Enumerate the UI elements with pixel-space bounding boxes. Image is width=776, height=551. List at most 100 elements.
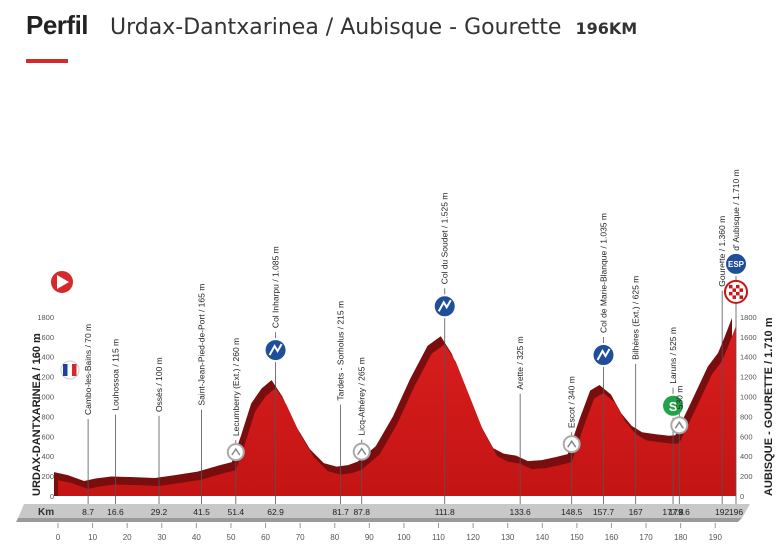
km-mark-label: 111.8 <box>435 507 455 517</box>
checker-square <box>736 284 740 289</box>
km-mark-label: 177.8 <box>662 507 684 517</box>
x-tick-label: 130 <box>501 533 515 542</box>
checker-square <box>729 284 733 289</box>
km-mark-label: 148.5 <box>561 507 583 517</box>
y-tick-label-right: 1600 <box>740 333 757 342</box>
km-mark-label: 192 <box>715 507 729 517</box>
third-category-icon <box>562 435 581 454</box>
km-mark-label: 196 <box>729 507 743 517</box>
waypoint-label: Lecumberry (Ext.) / 260 m <box>231 338 241 436</box>
km-band-edge <box>16 518 742 522</box>
waypoint-label: Col du Soudet / 1.525 m <box>440 193 450 285</box>
y-tick-label-left: 400 <box>41 452 54 461</box>
y-tick-label-right: 200 <box>740 472 753 481</box>
x-tick-label: 180 <box>674 533 688 542</box>
third-category-icon <box>352 442 371 461</box>
x-tick-label: 0 <box>56 533 61 542</box>
x-tick-label: 10 <box>88 533 97 542</box>
waypoint-label: Col d' Aubisque / 1.710 m <box>731 169 741 266</box>
y-tick-label-right: 1000 <box>740 393 757 402</box>
x-tick-label: 50 <box>227 533 236 542</box>
x-tick-label: 150 <box>570 533 584 542</box>
km-mark-label: 179.6 <box>669 507 691 517</box>
y-tick-label-right: 800 <box>740 412 753 421</box>
waypoint-label: 530 m <box>674 386 684 410</box>
third-category-icon <box>226 443 245 462</box>
x-tick-label: 110 <box>432 533 445 542</box>
x-tick-label: 90 <box>365 533 374 542</box>
flag-stripe-red <box>72 364 77 376</box>
waypoint-label: Ossès / 100 m <box>154 357 164 412</box>
waypoint-label: Saint-Jean-Pied-de-Port / 165 m <box>197 284 207 406</box>
climb-glyph-icon <box>268 343 283 356</box>
x-tick-label: 40 <box>192 533 201 542</box>
stage-distance: 196KM <box>575 19 638 38</box>
km-mark-label: 29.2 <box>151 507 168 517</box>
y-tick-label-right: 600 <box>740 432 753 441</box>
category-climb-icon <box>432 294 457 319</box>
y-tick-label-right: 1800 <box>740 313 757 322</box>
waypoint-label: Cambo-les-Bains / 70 m <box>83 324 93 415</box>
category-climb-icon <box>263 338 288 363</box>
waypoint-label: Bilhères (Ext.) / 625 m <box>631 276 641 360</box>
y-tick-label-right: 1200 <box>740 373 757 382</box>
x-tick-label: 30 <box>157 533 166 542</box>
km-mark-label: 41.5 <box>193 507 210 517</box>
x-tick-label: 80 <box>330 533 339 542</box>
waypoint-label: Louhossoa / 115 m <box>110 339 120 411</box>
y-tick-label-left: 1000 <box>37 393 54 402</box>
waypoint-label: Col de Marie-Blanque / 1.035 m <box>599 213 609 333</box>
x-tick-label: 20 <box>123 533 132 542</box>
climb-glyph-icon <box>567 439 577 448</box>
km-mark-label: 51.4 <box>228 507 245 517</box>
waypoint-label: Escot / 340 m <box>567 376 577 428</box>
category-climb-icon <box>591 343 616 368</box>
third-category-icon <box>670 416 689 435</box>
start-label: URDAX-DANTXARINEA / 160 m <box>31 333 43 496</box>
page-title: Perfil <box>26 10 89 40</box>
km-mark-label: 62.9 <box>267 507 284 517</box>
checker-square <box>729 291 733 296</box>
climb-glyph-icon <box>674 420 684 429</box>
climb-glyph-icon <box>231 447 241 456</box>
x-tick-label: 190 <box>709 533 723 542</box>
km-mark-label: 16.6 <box>107 507 124 517</box>
km-mark-label: 157.7 <box>593 507 615 517</box>
sprint-icon <box>661 393 686 418</box>
climb-glyph-icon <box>357 447 367 456</box>
x-tick-label: 60 <box>261 533 270 542</box>
title-underline <box>26 59 68 63</box>
waypoint-label: Gourette / 1.360 m <box>717 216 727 287</box>
waypoint-label: Col Inharpu / 1.085 m <box>271 246 281 328</box>
km-mark-label: 133.6 <box>510 507 532 517</box>
checker-square <box>739 288 743 292</box>
waypoint-label: Laruns / 525 m <box>668 327 678 384</box>
checker-square <box>739 295 743 299</box>
km-band <box>18 504 750 518</box>
km-mark-label: 167 <box>629 507 643 517</box>
km-axis-label: Km <box>38 507 54 518</box>
y-tick-label-left: 0 <box>50 492 54 501</box>
waypoint-label: Tardets - Sorholus / 215 m <box>336 301 346 401</box>
climb-glyph-icon <box>437 299 452 312</box>
y-tick-label-right: 0 <box>740 492 744 501</box>
y-tick-label-left: 1600 <box>37 333 54 342</box>
y-tick-label-left: 200 <box>41 472 54 481</box>
waypoint-label: Licq-Athérey / 265 m <box>357 357 367 435</box>
profile-area <box>58 325 736 496</box>
finish-label: AUBISQUE - GOURETTE / 1.710 m <box>763 317 775 496</box>
sprint-letter: S <box>669 399 678 414</box>
y-tick-label-left: 800 <box>41 412 54 421</box>
flag-stripe-white <box>67 364 72 376</box>
x-tick-label: 170 <box>639 533 653 542</box>
x-tick-label: 100 <box>397 533 411 542</box>
special-category-icon <box>724 251 748 276</box>
header: Perfil Urdax-Dantxarinea / Aubisque - Go… <box>26 10 637 50</box>
flag-stripe-blue <box>63 364 68 376</box>
km-mark-label: 81.7 <box>332 507 349 517</box>
checker-square <box>736 291 740 296</box>
play-triangle-icon <box>57 275 69 289</box>
x-tick-label: 160 <box>605 533 619 542</box>
km-mark-label: 8.7 <box>82 507 94 517</box>
y-tick-label-left: 1400 <box>37 353 54 362</box>
